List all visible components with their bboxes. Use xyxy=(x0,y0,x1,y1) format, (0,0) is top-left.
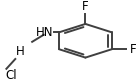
Text: F: F xyxy=(130,43,136,56)
Text: F: F xyxy=(82,0,89,13)
Text: Cl: Cl xyxy=(6,69,17,82)
Text: HN: HN xyxy=(36,26,54,39)
Text: H: H xyxy=(16,45,25,58)
